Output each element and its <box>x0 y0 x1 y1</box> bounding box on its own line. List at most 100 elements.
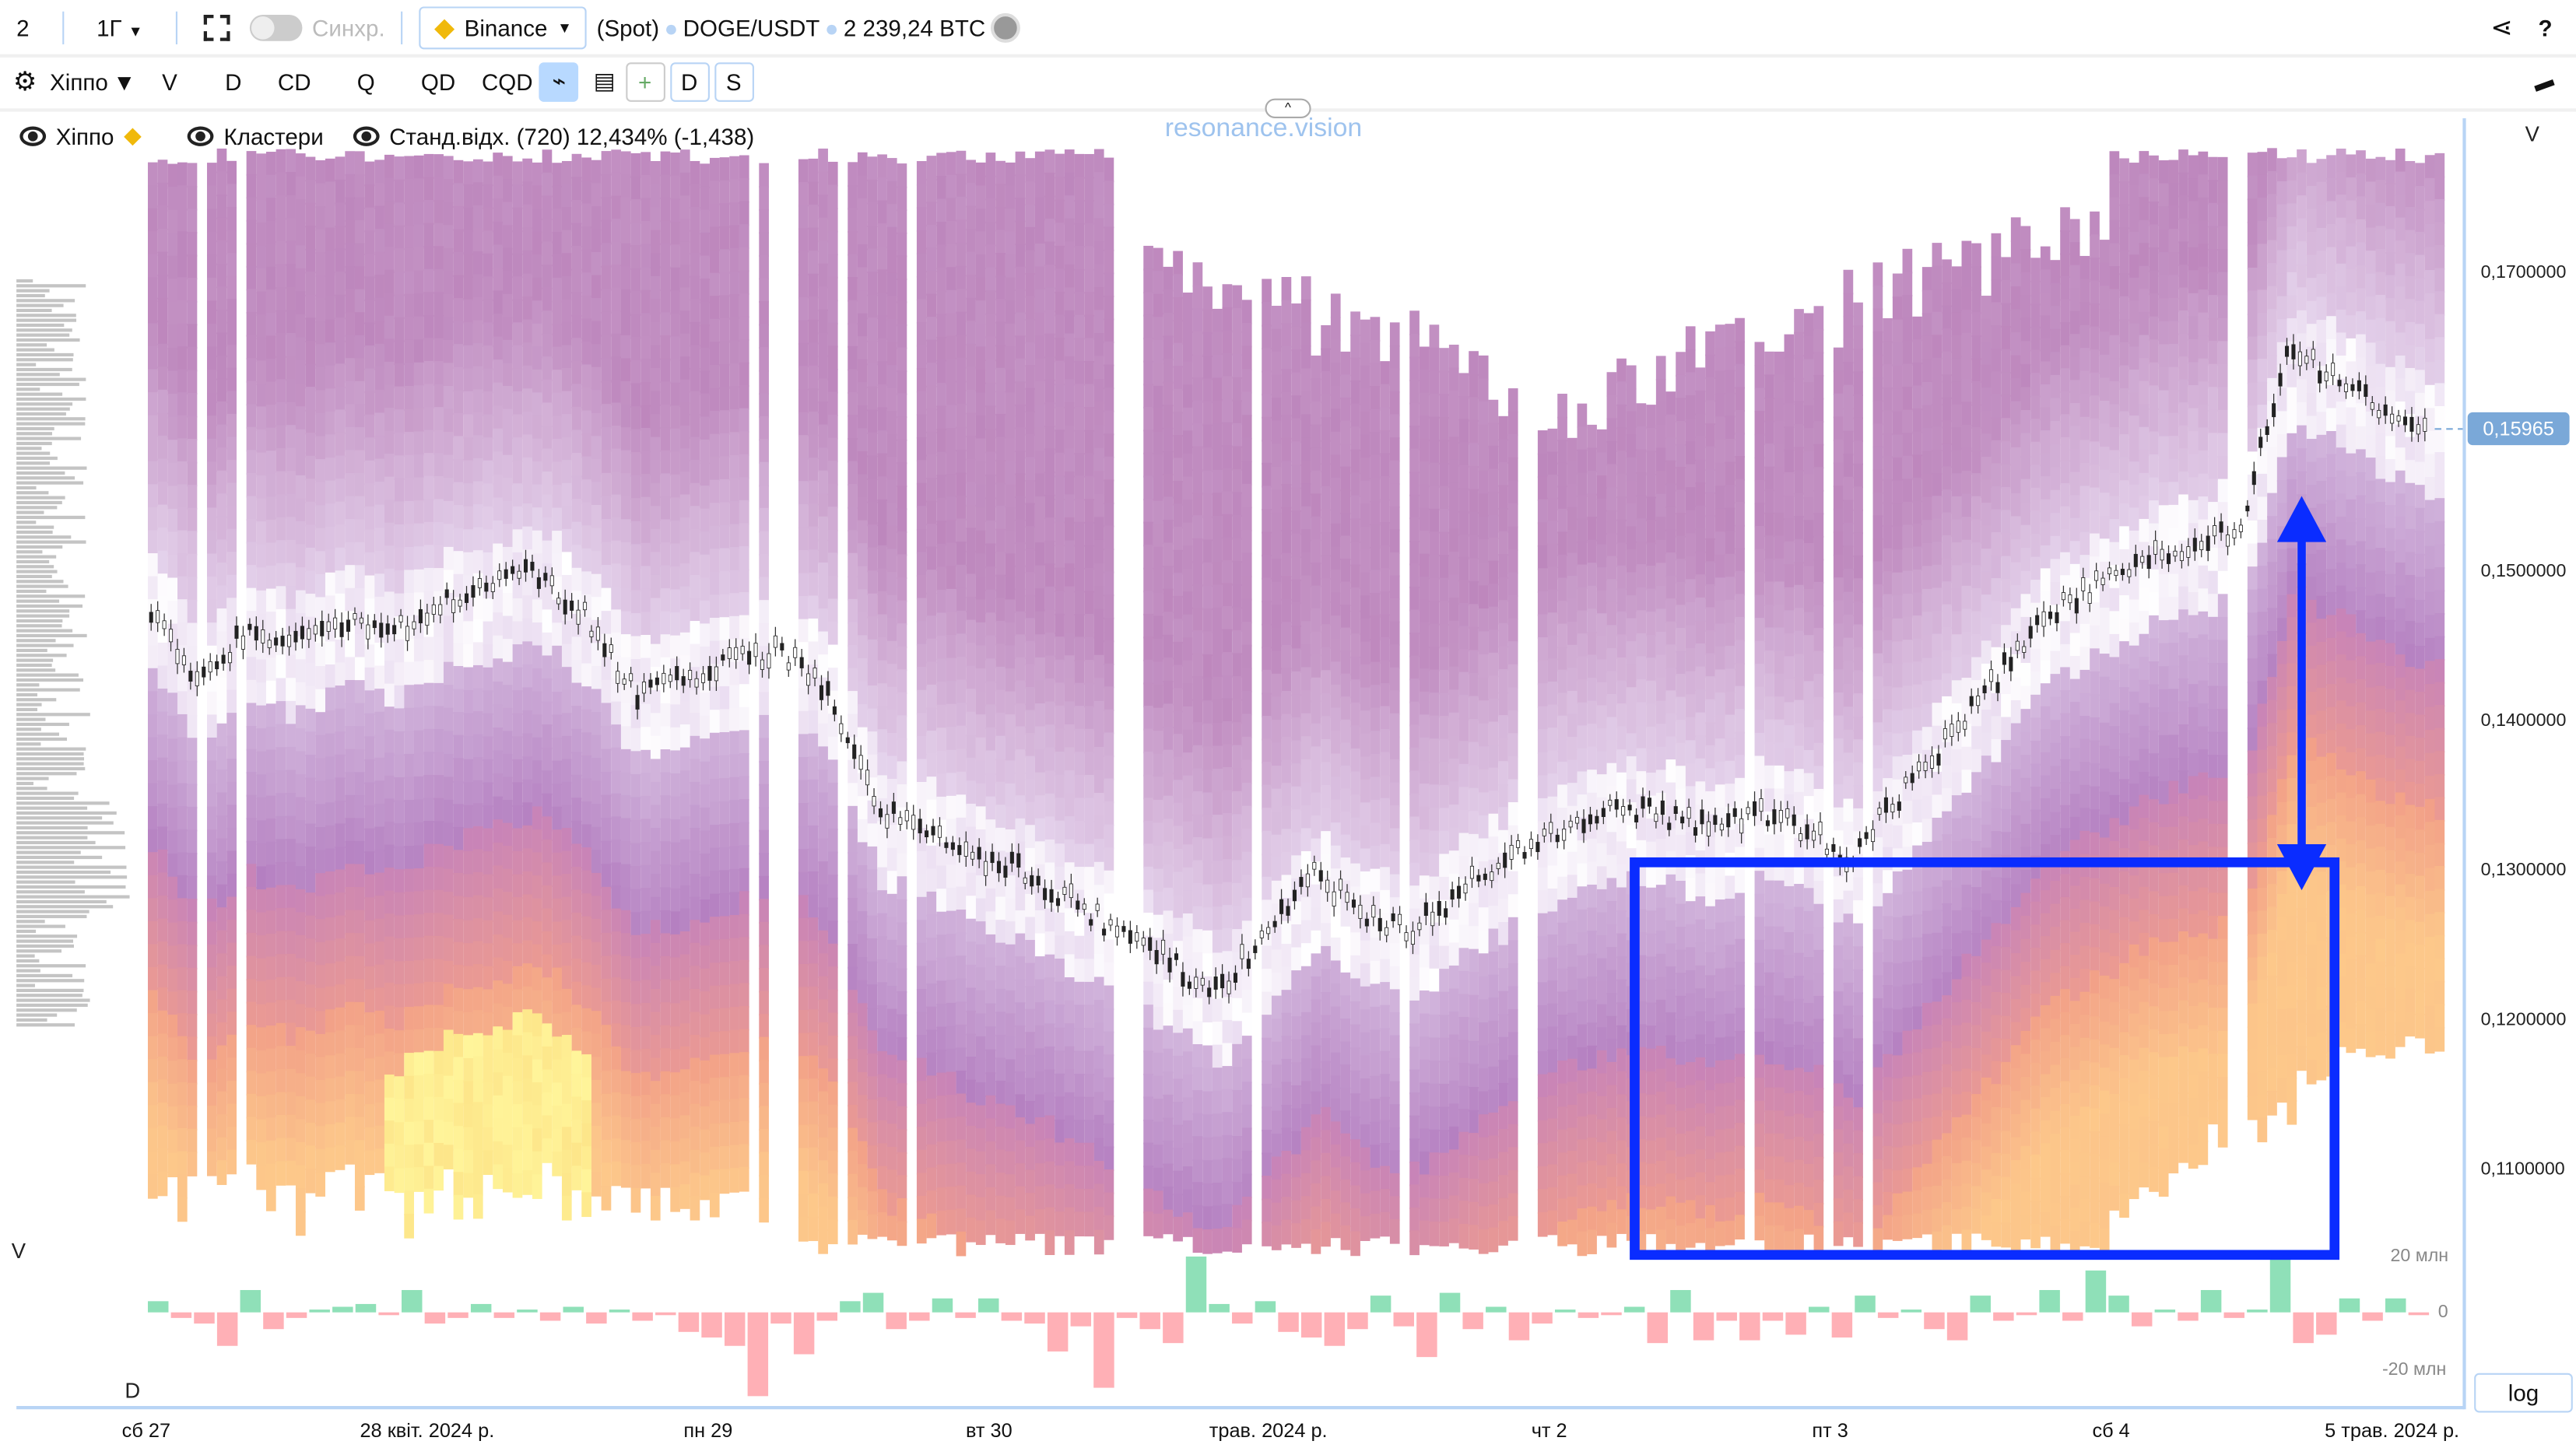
heatmap-cell <box>542 1138 553 1163</box>
btn-qd[interactable]: QD <box>420 68 456 95</box>
btn-v[interactable]: V <box>162 68 177 95</box>
heatmap-cell <box>532 714 542 739</box>
heatmap-cell <box>660 588 671 613</box>
heatmap-cell <box>966 803 976 829</box>
help-icon[interactable]: ? <box>2538 13 2553 40</box>
heatmap-cell <box>305 1054 316 1078</box>
heatmap-cell <box>1271 466 1282 492</box>
heatmap-cell <box>886 365 897 390</box>
heatmap-cell <box>1291 533 1301 559</box>
btn-cqd[interactable]: CQD <box>481 68 533 95</box>
heatmap-cell <box>206 392 217 418</box>
filter-icon[interactable]: ▼ <box>113 68 136 95</box>
heatmap-cell <box>354 979 365 1004</box>
heatmap-cell <box>1055 935 1065 961</box>
heatmap-cell <box>275 885 286 910</box>
heatmap-cell <box>147 1013 158 1038</box>
heatmap-cell <box>1025 733 1035 758</box>
heatmap-cell <box>354 496 365 521</box>
heatmap-cell <box>157 803 168 829</box>
heatmap-cell <box>857 152 868 177</box>
heatmap-cell <box>916 759 927 784</box>
document-icon[interactable]: ▤ <box>593 67 616 94</box>
heatmap-cell <box>1300 850 1311 876</box>
heatmap-cell <box>1143 1142 1153 1168</box>
heatmap-cell <box>167 394 177 419</box>
heatmap-cell <box>256 1073 266 1099</box>
heatmap-cell <box>364 667 375 692</box>
heatmap-cell <box>739 752 749 778</box>
heatmap-cell <box>1064 793 1075 819</box>
heatmap-cell <box>167 968 177 994</box>
screenshot-icon[interactable] <box>203 13 230 40</box>
heatmap-cell <box>226 275 237 301</box>
s-button[interactable]: S <box>714 61 754 101</box>
heatmap-cell <box>1153 1029 1163 1055</box>
heatmap-cell <box>493 1049 503 1075</box>
heatmap-cell <box>630 429 641 454</box>
add-button[interactable]: + <box>625 61 665 101</box>
heatmap-cell <box>679 241 690 267</box>
heatmap-cell <box>404 546 414 572</box>
heatmap-cell <box>286 885 296 910</box>
heatmap-cell <box>1300 1150 1311 1175</box>
heatmap-cell <box>226 1034 237 1060</box>
heatmap-cell <box>1271 696 1282 722</box>
heatmap-cell <box>1241 875 1252 899</box>
heatmap-cell <box>354 1047 365 1073</box>
heatmap-cell <box>1163 381 1174 407</box>
heatmap-cell <box>956 955 967 980</box>
heatmap-cell <box>719 548 730 573</box>
heatmap-cell <box>679 149 690 174</box>
heatmap-cell <box>561 275 572 301</box>
heatmap-cell <box>561 367 572 393</box>
share-icon[interactable]: ⋖ <box>2490 13 2513 42</box>
heatmap-cell <box>433 728 444 754</box>
heatmap-cell <box>177 806 188 831</box>
heatmap-cell <box>1093 1114 1104 1140</box>
heatmap-cell <box>384 936 395 962</box>
heatmap-cell <box>483 920 493 945</box>
heatmap-cell <box>601 910 612 935</box>
pair[interactable]: DOGE/USDT <box>683 13 820 40</box>
heatmap-cell <box>295 475 306 500</box>
settings-gear-icon[interactable]: ⚙ <box>12 68 37 96</box>
heatmap-cell <box>493 153 503 177</box>
heatmap-cell <box>286 976 296 1002</box>
heatmap-cell <box>759 829 769 855</box>
heatmap-cell <box>630 359 641 385</box>
volume-profile-bar <box>16 318 77 322</box>
sync-toggle[interactable] <box>249 13 303 40</box>
heatmap-cell <box>256 245 266 271</box>
heatmap-cell <box>690 942 700 968</box>
heatmap-cell <box>700 623 710 649</box>
heatmap-cell <box>650 321 661 347</box>
heatmap-cell <box>1104 364 1114 390</box>
btn-cd[interactable]: CD <box>277 68 311 95</box>
exchange-select[interactable]: ◆ Binance ▼ <box>419 5 587 49</box>
heatmap-cell <box>719 1054 730 1079</box>
heatmap-cell <box>1291 1085 1301 1110</box>
layout-count[interactable]: 2 <box>16 13 30 40</box>
heatmap-cell <box>995 873 1005 899</box>
timeframe-select[interactable]: 1Г ▼ <box>80 14 160 40</box>
heatmap-cell <box>472 1102 483 1127</box>
btn-d[interactable]: D <box>225 68 242 95</box>
volume-profile-bar <box>16 683 40 687</box>
heatmap-cell <box>374 735 384 759</box>
heatmap-cell <box>275 333 286 358</box>
volume-profile-bar <box>16 663 52 668</box>
heatmap-cell <box>1015 381 1026 406</box>
heatmap-cell <box>1015 772 1026 798</box>
preset-select[interactable]: Хіппо <box>50 68 108 95</box>
heatmap-cell <box>1044 1184 1055 1209</box>
heatmap-cell <box>571 292 582 317</box>
btn-q[interactable]: Q <box>356 68 375 95</box>
d-button[interactable]: D <box>669 61 710 101</box>
line-chart-toggle-icon[interactable]: ⌁ <box>539 61 579 101</box>
heatmap-cell <box>394 156 405 181</box>
heatmap-cell <box>384 476 395 502</box>
heatmap-cell <box>729 915 739 940</box>
volume-profile-bar <box>16 1023 75 1027</box>
